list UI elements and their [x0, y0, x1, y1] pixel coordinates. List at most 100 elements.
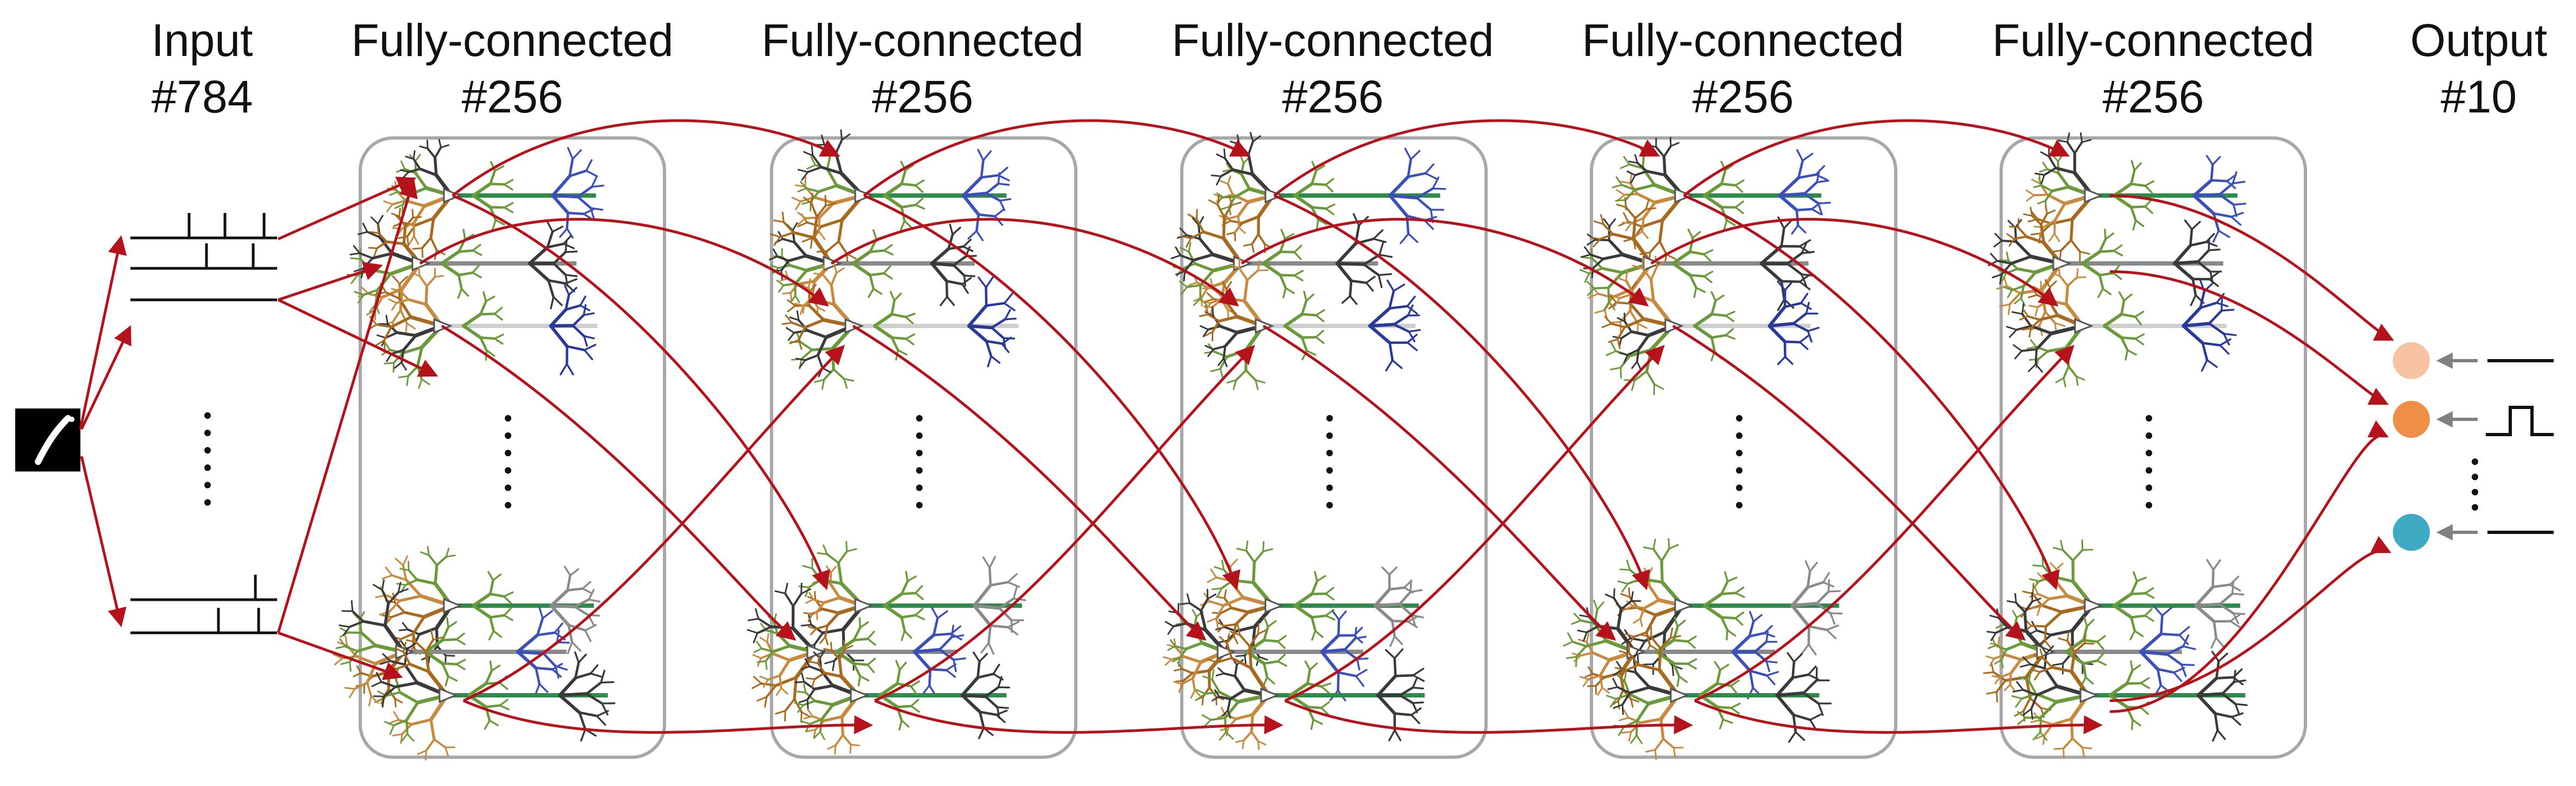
- layer-box: [2000, 136, 2307, 759]
- input-ellipsis-dot: [204, 447, 211, 454]
- digit-stroke: [35, 415, 71, 465]
- neuron-soma: [1260, 687, 1280, 703]
- ellipsis-dots: [204, 412, 2152, 508]
- layer-box: [770, 136, 1077, 759]
- layer-connection: [1273, 119, 1660, 197]
- layer-connection: [1284, 344, 1665, 702]
- ellipsis-dot: [916, 415, 923, 422]
- layer-connection: [462, 344, 845, 702]
- ellipsis-dot: [916, 485, 923, 491]
- neuron-soma: [2052, 255, 2072, 272]
- neuron: [367, 267, 598, 389]
- ellipsis-dot: [1736, 432, 1743, 439]
- neuron: [1211, 131, 1446, 253]
- input-connection: [278, 262, 383, 301]
- input-label: Input: [151, 15, 253, 66]
- neuron: [375, 546, 601, 665]
- input-count: #784: [151, 71, 253, 122]
- neuron: [1200, 540, 1424, 666]
- layer-2-count: #256: [872, 71, 974, 122]
- output-title: Output #10: [2299, 12, 2576, 125]
- neuron: [1170, 194, 1393, 319]
- output-connection: [2109, 420, 2389, 713]
- ellipsis-dot: [2146, 485, 2152, 491]
- neuron-soma: [1217, 644, 1237, 660]
- input-arrow: [80, 456, 127, 627]
- neuron: [791, 129, 1012, 265]
- layer-4-title: Fully-connected #256: [1564, 12, 1922, 125]
- output-ellipsis-dot: [2472, 458, 2478, 465]
- neuron: [1616, 538, 1843, 676]
- neuron: [1195, 622, 1425, 750]
- ellipsis-dot: [505, 485, 511, 491]
- neuron: [347, 207, 578, 334]
- layer-5-count: #256: [2102, 71, 2204, 122]
- ellipsis-dot: [505, 450, 511, 456]
- input-arrow: [79, 235, 127, 430]
- ellipsis-dot: [2146, 432, 2152, 439]
- layer-5-title: Fully-connected #256: [1974, 12, 2333, 125]
- layer-box: [1590, 136, 1897, 759]
- neuron-soma: [806, 644, 826, 660]
- ellipsis-dot: [1326, 502, 1333, 508]
- layer-1-count: #256: [461, 71, 563, 122]
- layer-connection: [863, 194, 1240, 590]
- layer-4-count: #256: [1692, 71, 1794, 122]
- ellipsis-dot: [1736, 450, 1743, 456]
- neuron-soma: [2074, 318, 2094, 334]
- layer-connection: [863, 119, 1251, 197]
- ellipsis-dot: [1736, 467, 1743, 474]
- ellipsis-dot: [1326, 415, 1333, 422]
- ellipsis-dot: [1736, 415, 1743, 422]
- layer-1-label: Fully-connected: [351, 15, 674, 66]
- output-ellipsis-dot: [2472, 489, 2478, 495]
- input-title: Input #784: [23, 12, 381, 125]
- neuron: [1601, 255, 1820, 395]
- neuron-soma: [1674, 598, 1694, 614]
- layer-connection: [1262, 324, 1616, 641]
- output-count: #10: [2440, 71, 2517, 122]
- neuron-soma: [1674, 187, 1694, 204]
- ellipsis-dot: [2146, 467, 2152, 474]
- ellipsis-dot: [1326, 450, 1333, 456]
- input-ellipsis-dot: [204, 412, 211, 419]
- layer-1-title: Fully-connected #256: [333, 12, 692, 125]
- neuron-soma: [2079, 687, 2099, 703]
- neuron-soma: [443, 598, 463, 614]
- layer-connection: [1650, 218, 2059, 307]
- layer-3-label: Fully-connected: [1171, 15, 1494, 66]
- neuron-soma: [1264, 187, 1284, 204]
- input-ellipsis-dot: [204, 482, 211, 488]
- neuron-soma: [443, 187, 463, 204]
- ellipsis-dot: [1326, 432, 1333, 439]
- layer-connection: [1683, 119, 2070, 197]
- layer-connection: [1240, 218, 1649, 307]
- input-connection: [278, 631, 403, 681]
- neuron-soma: [850, 687, 870, 703]
- layer-3-count: #256: [1282, 71, 1384, 122]
- layer-connection: [441, 324, 797, 641]
- layer-connection: [852, 324, 1207, 641]
- layer-connection: [419, 218, 829, 307]
- layer-box: [359, 136, 666, 759]
- layer-connection: [452, 194, 830, 590]
- layer-box: [1180, 136, 1488, 759]
- ellipsis-dot: [505, 502, 511, 508]
- ellipsis-dot: [2146, 450, 2152, 456]
- neuron: [2011, 631, 2248, 759]
- layer-2-label: Fully-connected: [761, 15, 1084, 66]
- neuron-soma: [854, 598, 874, 614]
- ellipsis-dot: [505, 467, 511, 474]
- neuron: [383, 139, 605, 260]
- neuron: [794, 640, 1010, 754]
- neuron-soma: [2084, 598, 2104, 614]
- ellipsis-dot: [1736, 485, 1743, 491]
- ellipsis-dot: [2146, 502, 2152, 508]
- neuron: [798, 540, 1026, 671]
- ellipsis-dot: [916, 467, 923, 474]
- output-units: [2393, 342, 2554, 551]
- neuron: [2006, 267, 2237, 387]
- neuron-soma: [1264, 598, 1284, 614]
- layer-connection: [830, 218, 1239, 307]
